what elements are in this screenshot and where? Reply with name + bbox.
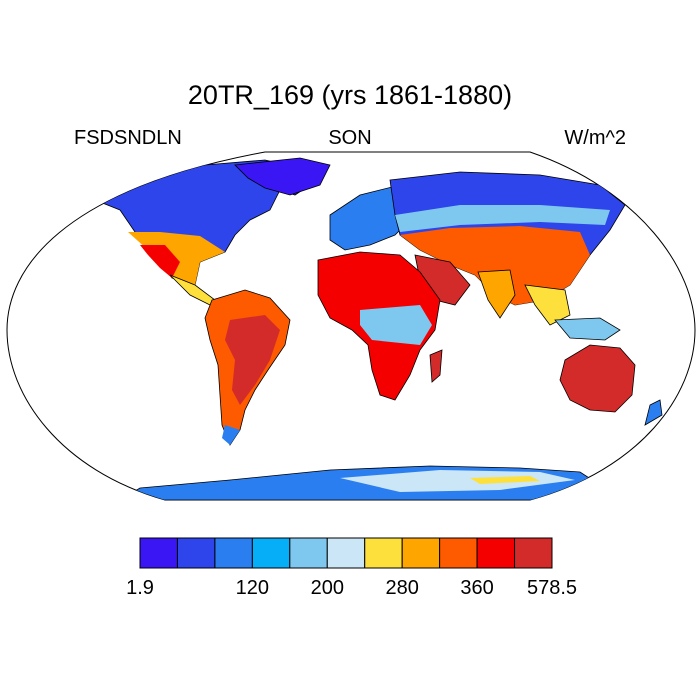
units-label: W/m^2 <box>564 127 626 149</box>
colorbar-box <box>401 537 441 569</box>
colorbar-box <box>289 537 328 569</box>
colorbar-box <box>364 537 403 569</box>
colorbar-boxes <box>139 537 553 569</box>
colorbar-tick-label: 360 <box>460 577 493 599</box>
season-label: SON <box>328 127 372 149</box>
antarctica-plateau <box>340 470 575 492</box>
map-title: 20TR_169 (yrs 1861-1880) <box>187 80 513 110</box>
asia-midlatitudes <box>400 226 590 305</box>
south-america-interior <box>225 315 280 405</box>
australia <box>559 344 636 413</box>
colorbar-box <box>214 537 253 569</box>
greenland <box>234 157 331 196</box>
new-zealand <box>644 399 663 426</box>
colorbar-tick-label: 578.5 <box>527 577 577 599</box>
colorbar-tick-labels: 1.9 120 200 280 360 578.5 <box>126 577 577 599</box>
indonesia-islands <box>554 317 621 341</box>
madagascar <box>429 349 443 383</box>
colorbar-box <box>514 537 553 569</box>
variable-label: FSDSNDLN <box>74 127 182 149</box>
antarctica-high <box>470 476 540 484</box>
colorbar-box <box>476 537 516 569</box>
india <box>477 269 516 319</box>
colorbar-tick-label: 280 <box>385 577 418 599</box>
colorbar-box <box>251 537 291 569</box>
colorbar-box <box>326 537 366 569</box>
colorbar-tick-label: 1.9 <box>126 577 154 599</box>
colorbar-box <box>139 537 178 569</box>
colorbar-box <box>439 537 478 569</box>
colorbar-tick-label: 200 <box>311 577 344 599</box>
patagonia <box>222 425 240 445</box>
colorbar-tick-label: 120 <box>236 577 269 599</box>
central-africa-band <box>360 305 432 345</box>
siberia-band <box>395 205 610 232</box>
colorbar-box <box>176 537 216 569</box>
mexico-region <box>140 245 180 278</box>
